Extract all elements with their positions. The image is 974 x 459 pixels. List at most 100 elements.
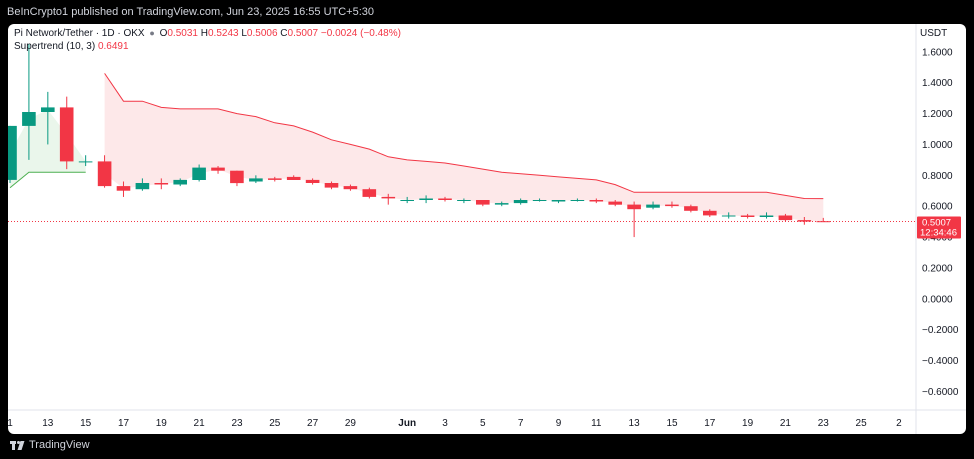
- candle-body: [343, 186, 358, 190]
- candle-body: [324, 183, 339, 188]
- last-price-tag-bg: [917, 216, 961, 239]
- candle-body: [778, 215, 793, 221]
- time-tick-label: 13: [42, 418, 54, 429]
- candle-jun-9: [551, 200, 566, 204]
- indicator-name[interactable]: Supertrend (10, 3): [14, 41, 96, 52]
- candle-jun-19: [740, 213, 755, 219]
- brand-name: TradingView: [29, 439, 90, 451]
- candle-body: [570, 200, 585, 201]
- candle-may-16: [97, 155, 112, 188]
- symbol-title[interactable]: Pi Network/Tether · 1D · OKX: [14, 28, 145, 39]
- price-tick-label: 0.0000: [922, 294, 953, 305]
- candle-jun-16: [684, 204, 698, 213]
- candle-body: [400, 200, 414, 201]
- candle-body: [627, 204, 641, 210]
- candle-jun-1: [400, 196, 414, 204]
- candle-jun-20: [759, 212, 774, 219]
- publisher-text: BeInCrypto1 published on TradingView.com…: [7, 6, 375, 18]
- candle-may-29: [343, 184, 358, 191]
- price-tick-label: −0.6000: [922, 387, 959, 398]
- candles-layer: [8, 44, 831, 238]
- close-value: 0.5007: [287, 28, 319, 39]
- price-tick-label: 0.8000: [922, 171, 953, 182]
- candle-jun-22: [797, 217, 812, 225]
- candle-may-27: [305, 178, 320, 185]
- candlestick-chart[interactable]: USDT 1.6000 1.4000 1.2000 1.0000 0.8000 0.6000…: [8, 24, 966, 434]
- candle-body: [646, 204, 660, 208]
- price-tick-label: −0.4000: [922, 356, 959, 367]
- candle-body: [8, 125, 17, 180]
- candle-body: [608, 201, 622, 205]
- price-tick-label: 0.2000: [922, 263, 953, 274]
- last-price-countdown: 12:34:46: [920, 228, 957, 239]
- candle-jun-12: [608, 200, 622, 207]
- candle-may-15: [78, 155, 93, 167]
- price-tick-label: 0.6000: [922, 202, 953, 213]
- candle-body: [551, 200, 566, 202]
- candle-may-30: [362, 187, 377, 199]
- candle-may-22: [211, 166, 225, 174]
- candle-may-24: [249, 175, 263, 184]
- time-tick-label: 23: [231, 418, 243, 429]
- candle-body: [703, 210, 717, 216]
- candle-body: [759, 215, 774, 217]
- candle-jun-18: [721, 212, 736, 219]
- candle-jun-3: [438, 196, 452, 202]
- candle-body: [249, 178, 263, 182]
- tradingview-logo-icon: [10, 441, 25, 450]
- supertrend-down-fill-1: [104, 73, 824, 222]
- tradingview-logo[interactable]: TradingView: [0, 434, 90, 457]
- candle-body: [589, 200, 604, 202]
- candle-body: [684, 206, 698, 211]
- candle-body: [22, 112, 36, 126]
- candle-jun-6: [494, 201, 509, 207]
- indicator-legend-row[interactable]: Supertrend (10, 3) 0.6491: [14, 40, 401, 54]
- candle-body: [154, 183, 169, 185]
- time-tick-label: 25: [269, 418, 281, 429]
- candle-body: [740, 215, 755, 217]
- low-label: L: [241, 28, 247, 39]
- candle-body: [797, 220, 812, 222]
- time-tick-label: 19: [156, 418, 168, 429]
- chart-panel[interactable]: USDT 1.6000 1.4000 1.2000 1.0000 0.8000 0.6000…: [8, 24, 966, 434]
- candle-jun-7: [513, 198, 528, 205]
- candle-body: [721, 215, 736, 217]
- price-tick-label: 1.2000: [922, 109, 953, 120]
- candle-body: [532, 200, 547, 201]
- price-axis: USDT 1.6000 1.4000 1.2000 1.0000 0.8000 0.6000…: [920, 28, 959, 398]
- time-tick-label: 17: [118, 418, 130, 429]
- candle-may-26: [286, 175, 301, 180]
- candle-may-31: [381, 193, 396, 205]
- candle-body: [59, 107, 74, 162]
- candle-may-23: [230, 170, 244, 187]
- candle-body: [305, 179, 320, 183]
- price-tick-label: 1.4000: [922, 78, 953, 89]
- candle-may-28: [324, 181, 339, 190]
- publisher-bar: BeInCrypto1 published on TradingView.com…: [0, 0, 974, 24]
- candle-body: [513, 200, 528, 204]
- candle-body: [135, 183, 150, 190]
- close-label: C: [280, 28, 288, 39]
- candle-may-18: [135, 178, 150, 191]
- time-tick-label: Jun: [398, 418, 416, 429]
- candle-body: [419, 198, 433, 200]
- time-tick-label: 13: [629, 418, 641, 429]
- candle-jun-14: [646, 201, 660, 210]
- candle-jun-11: [589, 198, 604, 204]
- high-value: 0.5243: [207, 28, 239, 39]
- time-tick-label: 11: [591, 418, 602, 429]
- candle-body: [665, 204, 679, 207]
- candle-may-19: [154, 178, 169, 190]
- candle-body: [230, 170, 244, 184]
- time-tick-label: 5: [480, 418, 486, 429]
- candle-body: [41, 107, 55, 112]
- footer-bar: TradingView: [0, 434, 974, 457]
- time-tick-label: 1: [8, 418, 13, 429]
- low-value: 0.5006: [246, 28, 278, 39]
- price-tick-label: −0.2000: [922, 325, 959, 336]
- visibility-dot-icon[interactable]: ●: [149, 28, 155, 38]
- candle-may-14: [59, 96, 74, 170]
- change-value: −0.0024 (−0.48%): [320, 28, 401, 39]
- candle-body: [211, 167, 225, 171]
- candle-may-17: [116, 181, 131, 197]
